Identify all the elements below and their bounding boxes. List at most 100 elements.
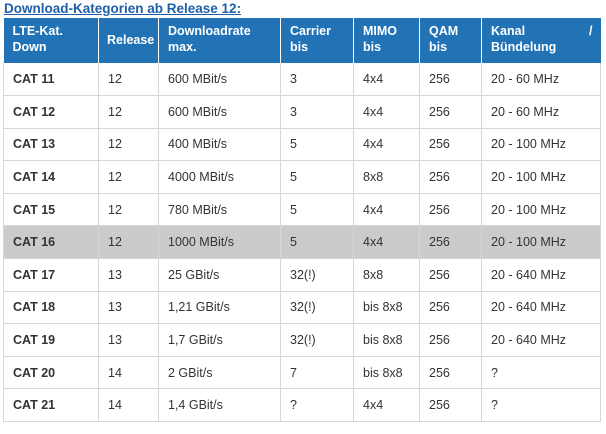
header-kanal-slash: / (589, 24, 593, 38)
header-kanal-line2: Bündelung (491, 40, 557, 54)
cell-qam: 256 (419, 388, 482, 423)
cell-mimo: 4x4 (353, 388, 420, 423)
cell-kanal: 20 - 640 MHz (481, 258, 601, 292)
header-carrier: Carrier bis (280, 18, 354, 63)
cell-release: 14 (98, 356, 159, 390)
cell-release: 12 (98, 225, 159, 260)
cell-qam: 256 (419, 225, 482, 260)
header-kanal: Kanal Bündelung / (481, 18, 601, 63)
cell-rate: 4000 MBit/s (158, 160, 281, 194)
cell-qam: 256 (419, 291, 482, 325)
table-row: CAT 21 14 1,4 GBit/s ? 4x4 256 ? (3, 388, 601, 423)
page-heading[interactable]: Download-Kategorien ab Release 12: (4, 1, 242, 16)
cell-kanal: ? (481, 388, 601, 423)
table-row: CAT 20 14 2 GBit/s 7 bis 8x8 256 ? (3, 356, 601, 390)
cell-qam: 256 (419, 63, 482, 97)
cell-kanal: 20 - 100 MHz (481, 193, 601, 227)
header-qam-line1: QAM (429, 24, 459, 38)
cell-kat: CAT 21 (3, 388, 99, 423)
cell-mimo: bis 8x8 (353, 291, 420, 325)
cell-kat: CAT 17 (3, 258, 99, 292)
cell-kanal: 20 - 100 MHz (481, 225, 601, 260)
cell-mimo: 4x4 (353, 95, 420, 129)
cell-qam: 256 (419, 258, 482, 292)
cell-qam: 256 (419, 323, 482, 357)
table-row: CAT 13 12 400 MBit/s 5 4x4 256 20 - 100 … (3, 128, 601, 162)
table-row: CAT 12 12 600 MBit/s 3 4x4 256 20 - 60 M… (3, 95, 601, 129)
header-lte-kat-line2: Down (12, 40, 47, 54)
header-mimo: MIMO bis (353, 18, 420, 63)
header-downloadrate-line1: Downloadrate (168, 24, 251, 38)
cell-mimo: 4x4 (353, 128, 420, 162)
cell-mimo: bis 8x8 (353, 356, 420, 390)
cell-rate: 600 MBit/s (158, 63, 281, 97)
cell-release: 12 (98, 193, 159, 227)
cell-rate: 1,4 GBit/s (158, 388, 281, 423)
cell-carrier: ? (280, 388, 354, 423)
header-mimo-line1: MIMO (363, 24, 398, 38)
cell-carrier: 5 (280, 160, 354, 194)
cell-qam: 256 (419, 356, 482, 390)
cell-rate: 1000 MBit/s (158, 225, 281, 260)
cell-carrier: 5 (280, 128, 354, 162)
cell-kat: CAT 16 (3, 225, 99, 260)
table-row: CAT 18 13 1,21 GBit/s 32(!) bis 8x8 256 … (3, 291, 601, 325)
cell-kat: CAT 13 (3, 128, 99, 162)
header-qam-line2: bis (429, 40, 448, 54)
cell-carrier: 3 (280, 63, 354, 97)
cell-mimo: 4x4 (353, 225, 420, 260)
cell-release: 13 (98, 323, 159, 357)
cell-release: 13 (98, 258, 159, 292)
cell-release: 12 (98, 160, 159, 194)
cell-kanal: 20 - 100 MHz (481, 128, 601, 162)
cell-release: 12 (98, 63, 159, 97)
cell-rate: 1,7 GBit/s (158, 323, 281, 357)
cell-kat: CAT 11 (3, 63, 99, 97)
cell-mimo: 4x4 (353, 63, 420, 97)
cell-rate: 400 MBit/s (158, 128, 281, 162)
lte-category-table: LTE-Kat. Down Release Downloadrate max. … (3, 18, 601, 423)
cell-rate: 780 MBit/s (158, 193, 281, 227)
cell-kanal: 20 - 60 MHz (481, 95, 601, 129)
cell-mimo: 8x8 (353, 160, 420, 194)
cell-carrier: 32(!) (280, 258, 354, 292)
cell-carrier: 3 (280, 95, 354, 129)
cell-kanal: ? (481, 356, 601, 390)
cell-qam: 256 (419, 160, 482, 194)
cell-kat: CAT 19 (3, 323, 99, 357)
cell-mimo: bis 8x8 (353, 323, 420, 357)
cell-mimo: 8x8 (353, 258, 420, 292)
header-release-line1: Release (107, 33, 155, 47)
cell-qam: 256 (419, 193, 482, 227)
cell-carrier: 32(!) (280, 323, 354, 357)
cell-release: 12 (98, 128, 159, 162)
table-row-highlighted: CAT 16 12 1000 MBit/s 5 4x4 256 20 - 100… (3, 225, 601, 260)
cell-qam: 256 (419, 128, 482, 162)
cell-kanal: 20 - 640 MHz (481, 323, 601, 357)
cell-kanal: 20 - 60 MHz (481, 63, 601, 97)
cell-qam: 256 (419, 95, 482, 129)
cell-kat: CAT 18 (3, 291, 99, 325)
cell-kat: CAT 20 (3, 356, 99, 390)
header-qam: QAM bis (419, 18, 482, 63)
cell-kat: CAT 12 (3, 95, 99, 129)
header-lte-kat: LTE-Kat. Down (3, 18, 99, 63)
cell-mimo: 4x4 (353, 193, 420, 227)
header-carrier-line1: Carrier (290, 24, 331, 38)
header-mimo-line2: bis (363, 40, 382, 54)
cell-rate: 25 GBit/s (158, 258, 281, 292)
cell-carrier: 7 (280, 356, 354, 390)
table-row: CAT 15 12 780 MBit/s 5 4x4 256 20 - 100 … (3, 193, 601, 227)
header-kanal-line1: Kanal (491, 24, 526, 38)
table-header-row: LTE-Kat. Down Release Downloadrate max. … (3, 18, 601, 63)
cell-carrier: 5 (280, 193, 354, 227)
cell-rate: 2 GBit/s (158, 356, 281, 390)
cell-release: 12 (98, 95, 159, 129)
cell-release: 14 (98, 388, 159, 423)
header-release: Release (98, 18, 159, 63)
table-row: CAT 14 12 4000 MBit/s 5 8x8 256 20 - 100… (3, 160, 601, 194)
table-row: CAT 11 12 600 MBit/s 3 4x4 256 20 - 60 M… (3, 63, 601, 97)
table-row: CAT 17 13 25 GBit/s 32(!) 8x8 256 20 - 6… (3, 258, 601, 292)
cell-rate: 1,21 GBit/s (158, 291, 281, 325)
cell-carrier: 5 (280, 225, 354, 260)
